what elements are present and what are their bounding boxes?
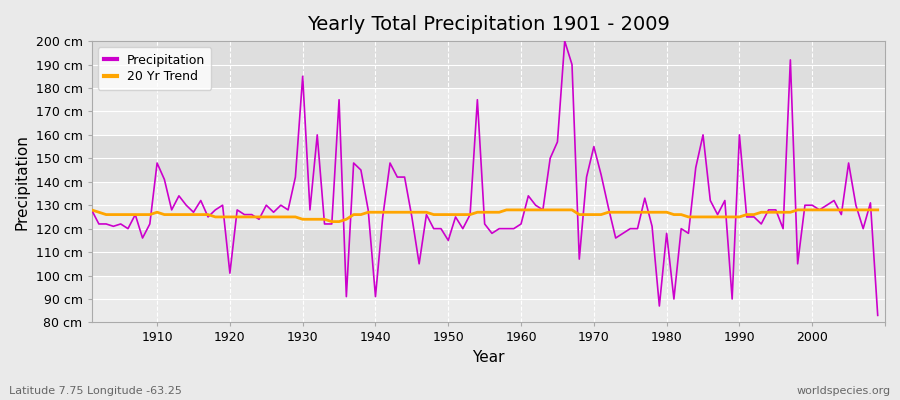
Line: 20 Yr Trend: 20 Yr Trend [92,210,878,222]
Text: worldspecies.org: worldspecies.org [796,386,891,396]
Precipitation [348,161,359,166]
20 Yr Trend [144,212,155,217]
Legend: Precipitation, 20 Yr Trend: Precipitation, 20 Yr Trend [98,47,212,90]
Bar [92,41,885,88]
Bar [92,229,885,276]
Precipitation [86,208,97,212]
20 Yr Trend [872,208,883,212]
Precipitation [516,222,526,226]
20 Yr Trend [304,217,315,222]
20 Yr Trend [516,208,526,212]
Bar [92,276,885,322]
Precipitation [508,226,519,231]
Title: Yearly Total Precipitation 1901 - 2009: Yearly Total Precipitation 1901 - 2009 [307,15,670,34]
20 Yr Trend [327,219,338,224]
Bar [92,182,885,229]
Y-axis label: Precipitation: Precipitation [15,134,30,230]
Precipitation [559,39,570,44]
Text: Latitude 7.75 Longitude -63.25: Latitude 7.75 Longitude -63.25 [9,386,182,396]
Precipitation [304,208,315,212]
Precipitation [144,222,155,226]
20 Yr Trend [610,210,621,215]
Line: Precipitation: Precipitation [92,41,878,315]
20 Yr Trend [523,208,534,212]
Bar [92,135,885,182]
Bar [92,88,885,135]
20 Yr Trend [86,208,97,212]
Precipitation [872,313,883,318]
X-axis label: Year: Year [472,350,505,365]
20 Yr Trend [356,212,366,217]
Precipitation [610,236,621,240]
